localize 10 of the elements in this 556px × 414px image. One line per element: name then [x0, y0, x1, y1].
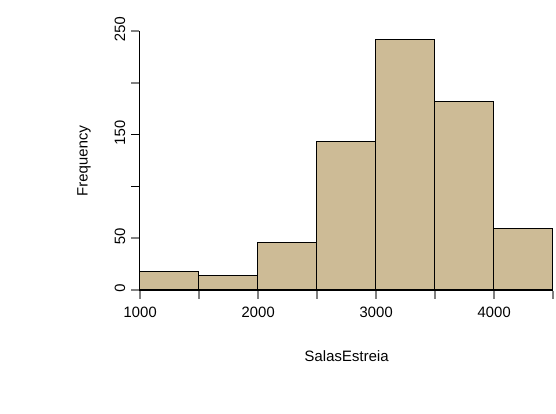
x-tick-label: 1000 — [123, 304, 157, 321]
x-axis-title: SalasEstreia — [304, 348, 390, 365]
y-tick-label: 250 — [112, 16, 129, 42]
y-axis-title: Frequency — [74, 124, 92, 196]
x-tick-label: 4000 — [477, 304, 511, 321]
x-tick-label: 2000 — [241, 304, 275, 321]
y-tick-label: 150 — [112, 120, 129, 145]
x-tick-label: 3000 — [359, 304, 393, 321]
y-tick-label: 50 — [112, 228, 129, 244]
y-tick-label: 0 — [112, 284, 129, 292]
